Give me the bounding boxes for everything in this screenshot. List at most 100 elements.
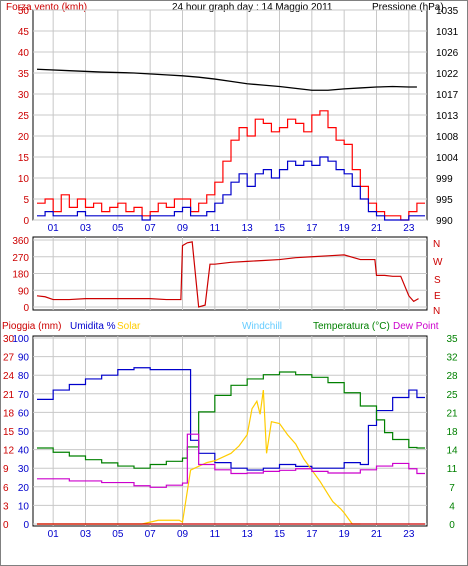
temperature-label: Temperatura (°C): [313, 321, 390, 332]
rain-y-tick: 15: [3, 427, 15, 438]
rain-y-tick: 0: [3, 520, 9, 531]
wind-y-tick: 35: [18, 69, 30, 80]
wind-y-tick: 30: [18, 90, 30, 101]
humidity-y-tick: 100: [12, 334, 29, 345]
weather-x-tick: 03: [80, 529, 92, 540]
wind-x-tick: 05: [112, 223, 124, 234]
humidity-y-tick: 60: [18, 408, 30, 419]
wind-x-tick: 03: [80, 223, 92, 234]
direction-y-tick: 270: [12, 253, 29, 264]
rain-y-tick: 21: [3, 390, 15, 401]
dir-label-w: W: [433, 257, 443, 268]
pressure-y-tick: 1008: [436, 132, 459, 143]
weather-x-tick: 17: [306, 529, 318, 540]
temperature-y-tick: 18: [446, 427, 458, 438]
wind-x-tick: 17: [306, 223, 318, 234]
wind-y-tick: 20: [18, 132, 30, 143]
rain-y-tick: 12: [3, 446, 15, 457]
dir-label-e: E: [434, 291, 441, 302]
temperature-y-tick: 32: [446, 353, 458, 364]
direction-y-tick: 90: [18, 286, 30, 297]
direction-series: [36, 241, 419, 308]
pressure-y-tick: 995: [436, 195, 453, 206]
temperature-y-tick: 21: [446, 408, 458, 419]
dir-label-s: S: [434, 275, 441, 286]
wind-x-tick: 11: [210, 223, 221, 234]
wind-y-tick: 10: [18, 174, 30, 185]
humidity-series: [37, 367, 425, 471]
rain-label: Pioggia (mm): [2, 321, 61, 332]
temperature-y-tick: 11: [447, 464, 458, 475]
weather-x-tick: 15: [274, 529, 286, 540]
humidity-y-tick: 20: [18, 483, 30, 494]
weather-x-tick: 01: [48, 529, 60, 540]
pressure-y-tick: 999: [436, 174, 453, 185]
weather-x-tick: 21: [371, 529, 383, 540]
temperature-series: [37, 371, 425, 469]
wind-x-tick: 21: [371, 223, 383, 234]
rain-y-tick: 3: [3, 501, 9, 512]
weather-x-tick: 11: [210, 529, 221, 540]
rain-y-tick: 18: [3, 408, 15, 419]
pressure-y-tick: 1026: [436, 48, 459, 59]
pressure-y-tick: 1031: [436, 27, 459, 38]
humidity-y-tick: 10: [18, 501, 30, 512]
direction-y-tick: 180: [12, 270, 29, 281]
wind-speed-label: Forza vento (kmh): [6, 2, 87, 13]
pressure-y-tick: 1004: [436, 153, 459, 164]
pressure-y-tick: 1013: [436, 111, 459, 122]
wind-x-tick: 01: [48, 223, 60, 234]
rain-y-tick: 30: [3, 334, 15, 345]
wind-x-tick: 09: [177, 223, 189, 234]
wind-x-tick: 07: [145, 223, 157, 234]
humidity-y-tick: 30: [18, 464, 30, 475]
direction-y-tick: 0: [23, 303, 29, 314]
pressure-y-tick: 1017: [436, 90, 459, 101]
temperature-y-tick: 28: [446, 371, 458, 382]
rain-y-tick: 6: [3, 483, 9, 494]
wind_avg-series: [37, 156, 425, 221]
wind-x-tick: 19: [339, 223, 351, 234]
dewpoint-label: Dew Point: [393, 321, 439, 332]
temperature-y-tick: 4: [449, 501, 455, 512]
weather-x-tick: 19: [339, 529, 351, 540]
wind-x-tick: 23: [403, 223, 415, 234]
wind-y-tick: 40: [18, 48, 30, 59]
graph-title: 24 hour graph day : 14 Maggio 2011: [172, 2, 333, 13]
wind-y-tick: 50: [18, 6, 30, 17]
weather-x-tick: 05: [112, 529, 124, 540]
temperature-y-tick: 7: [449, 483, 455, 494]
humidity-label: Umidita %: [70, 321, 116, 332]
solar-series: [37, 390, 361, 525]
pressure-series: [36, 68, 417, 91]
wind_gust-series: [37, 110, 425, 221]
solar-label: Solar: [117, 321, 141, 332]
wind-y-tick: 45: [18, 27, 30, 38]
temperature-y-tick: 14: [446, 446, 458, 457]
wind-y-tick: 25: [18, 111, 30, 122]
temperature-y-tick: 35: [446, 334, 458, 345]
wind-y-tick: 5: [23, 195, 29, 206]
wind-y-tick: 15: [18, 153, 30, 164]
humidity-y-tick: 80: [18, 371, 30, 382]
weather-x-tick: 09: [177, 529, 189, 540]
humidity-y-tick: 40: [18, 446, 30, 457]
pressure-y-tick: 1022: [436, 69, 459, 80]
rain-y-tick: 24: [3, 371, 15, 382]
windchill-label: Windchill: [242, 321, 282, 332]
dewpoint-series: [37, 433, 425, 488]
dir-label-n-top: N: [433, 239, 440, 250]
rain-y-tick: 27: [3, 353, 15, 364]
temperature-y-tick: 25: [446, 390, 458, 401]
humidity-y-tick: 50: [18, 427, 30, 438]
wind-y-tick: 0: [23, 216, 29, 227]
direction-y-tick: 360: [12, 236, 29, 247]
weather-x-tick: 23: [403, 529, 415, 540]
humidity-y-tick: 90: [18, 353, 30, 364]
weather-x-tick: 07: [145, 529, 157, 540]
weather-x-tick: 13: [242, 529, 254, 540]
pressure-label: Pressione (hPa): [372, 2, 444, 13]
humidity-y-tick: 70: [18, 390, 30, 401]
temperature-y-tick: 0: [449, 520, 455, 531]
